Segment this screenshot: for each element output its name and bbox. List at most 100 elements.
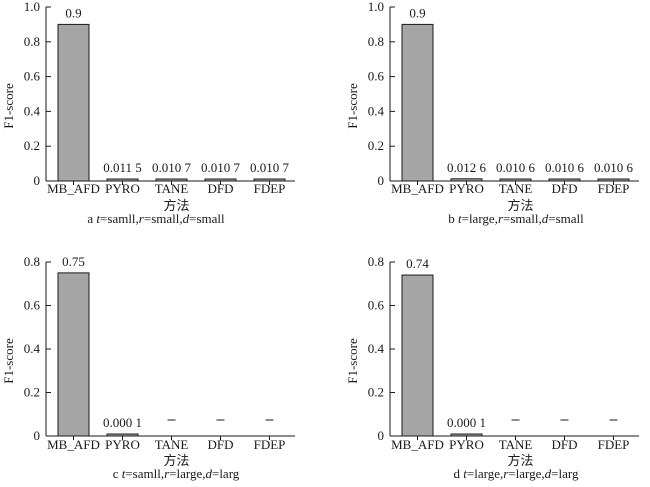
y-tick-label: 0.4	[368, 103, 385, 118]
y-tick-label: 0.6	[24, 298, 41, 313]
x-tick-label: PYRO	[449, 181, 484, 196]
caption-part: d	[545, 466, 552, 481]
x-axis-label: 方法	[507, 198, 533, 213]
caption-part: =large,	[508, 466, 544, 481]
x-tick-label: FDEP	[254, 437, 286, 452]
y-tick-label: 0.8	[24, 34, 40, 49]
y-tick-label: 0	[34, 173, 41, 188]
data-label: 0.010 6	[594, 160, 634, 175]
x-tick-label: DFD	[551, 181, 577, 196]
chart-panel: 0 0.2 0.4 0.6 0.8 F1-score MB_AFD 0.74 PYRO 0.000…	[345, 254, 639, 481]
caption-part: r	[139, 211, 145, 226]
bar	[57, 272, 90, 437]
caption-part: c	[113, 466, 122, 481]
caption-part: b	[448, 211, 458, 226]
bar	[401, 274, 434, 437]
data-label: 0.010 7	[250, 160, 290, 175]
bar	[450, 433, 483, 437]
y-tick-label: 0.2	[24, 385, 40, 400]
x-tick-label: TANE	[499, 437, 533, 452]
x-tick-label: MB_AFD	[391, 437, 444, 452]
bar	[548, 178, 581, 182]
caption-part: =samll,	[125, 466, 164, 481]
caption-part: r	[503, 466, 509, 481]
caption-part: =small,	[144, 211, 183, 226]
caption-part: =small,	[503, 211, 542, 226]
x-axis-label: 方法	[163, 198, 189, 213]
data-label: 0.74	[406, 256, 429, 271]
x-tick-label: TANE	[155, 437, 189, 452]
x-tick-label: FDEP	[598, 181, 630, 196]
panel-caption: d t=large,r=large,d=larg	[454, 466, 579, 481]
x-axis-label: 方法	[163, 453, 189, 468]
caption-part: =samll,	[100, 211, 139, 226]
x-tick-label: DFD	[207, 181, 233, 196]
y-tick-label: 0.8	[24, 254, 40, 269]
y-tick-label: 0	[378, 428, 385, 443]
data-label: 0.011 5	[103, 160, 142, 175]
caption-part: =small	[548, 211, 584, 226]
y-tick-label: 0	[378, 173, 385, 188]
x-tick-label: PYRO	[449, 437, 484, 452]
y-tick-label: 0.8	[368, 254, 384, 269]
bar	[155, 178, 188, 182]
x-tick-label: PYRO	[105, 437, 140, 452]
caption-part: a	[87, 211, 96, 226]
bar	[106, 433, 139, 437]
panel-caption: b t=large,r=small,d=small	[448, 211, 584, 226]
caption-part: t	[122, 466, 126, 481]
caption-part: =small	[189, 211, 225, 226]
x-tick-label: TANE	[155, 181, 189, 196]
y-tick-label: 0.2	[368, 138, 384, 153]
x-tick-label: DFD	[207, 437, 233, 452]
x-tick-label: DFD	[551, 437, 577, 452]
y-axis-label: F1-score	[1, 83, 16, 129]
y-tick-label: 0.4	[24, 341, 41, 356]
data-label: 0.75	[62, 254, 85, 269]
x-axis-label: 方法	[507, 453, 533, 468]
chart-panel: 0 0.2 0.4 0.6 0.8 F1-score MB_AFD 0.75 PYRO 0.000…	[1, 254, 295, 481]
bar	[597, 178, 630, 182]
y-tick-label: 0.2	[24, 138, 40, 153]
y-tick-label: 0.6	[24, 69, 41, 84]
chart-panel: 0 0.2 0.4 0.6 0.8 1.0 F1-score MB_AFD 0.9 PYRO 0.0…	[345, 0, 639, 226]
caption-part: r	[164, 466, 170, 481]
y-axis-label: F1-score	[1, 338, 16, 384]
data-label: 0.010 7	[201, 160, 241, 175]
data-label: 0.012 6	[447, 160, 487, 175]
y-tick-label: 0.6	[368, 69, 385, 84]
y-tick-label: 0.6	[368, 298, 385, 313]
y-tick-label: 0	[34, 428, 41, 443]
bar	[204, 178, 237, 182]
caption-part: t	[96, 211, 100, 226]
data-label: 0.010 6	[496, 160, 536, 175]
bar	[253, 178, 286, 182]
caption-part: =larg	[212, 466, 240, 481]
y-axis-label: F1-score	[345, 338, 360, 384]
caption-part: r	[498, 211, 504, 226]
x-tick-label: TANE	[499, 181, 533, 196]
y-tick-label: 1.0	[368, 0, 384, 14]
data-label: 0.9	[409, 5, 425, 20]
y-tick-label: 0.2	[368, 385, 384, 400]
data-label: 0.000 1	[103, 415, 142, 430]
caption-part: d	[205, 466, 212, 481]
bar	[106, 178, 139, 182]
panel-caption: a t=samll,r=small,d=small	[87, 211, 225, 226]
chart-panel: 0 0.2 0.4 0.6 0.8 1.0 F1-score MB_AFD 0.9 PYRO 0.0…	[1, 0, 295, 226]
x-tick-label: PYRO	[105, 181, 140, 196]
x-tick-label: FDEP	[598, 437, 630, 452]
y-tick-label: 0.4	[368, 341, 385, 356]
data-label: 0.9	[65, 5, 81, 20]
bar	[499, 178, 532, 182]
caption-part: d	[183, 211, 190, 226]
data-label: 0.000 1	[447, 415, 486, 430]
caption-part: =large,	[467, 466, 503, 481]
caption-part: =large,	[169, 466, 205, 481]
caption-part: t	[458, 211, 462, 226]
x-tick-label: MB_AFD	[47, 181, 100, 196]
y-tick-label: 1.0	[24, 0, 40, 14]
bar	[57, 23, 90, 182]
y-tick-label: 0.4	[24, 103, 41, 118]
y-axis-label: F1-score	[345, 83, 360, 129]
